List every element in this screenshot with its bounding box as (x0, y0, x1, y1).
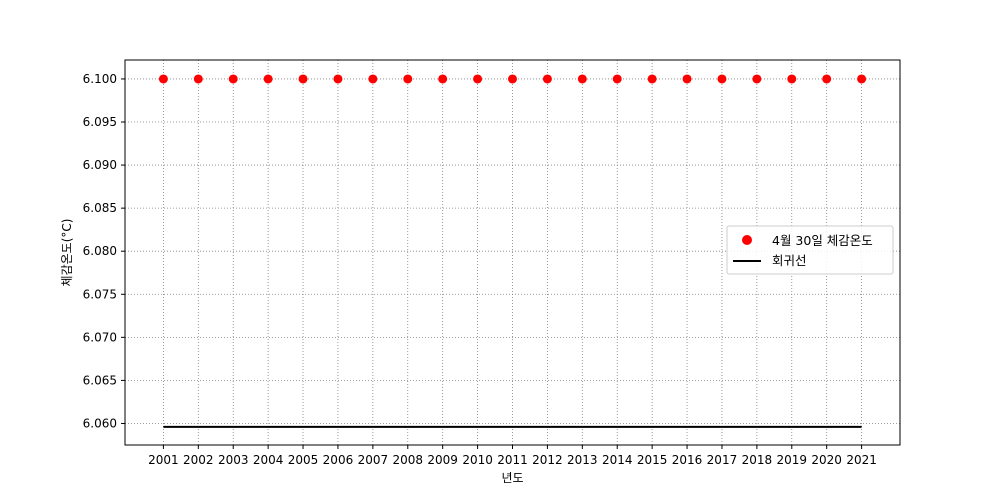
x-tick-label: 2007 (358, 453, 389, 467)
x-tick-label: 2008 (392, 453, 423, 467)
x-tick-label: 2018 (742, 453, 773, 467)
data-point (403, 74, 413, 84)
legend-marker-scatter (742, 235, 752, 245)
data-point (228, 74, 238, 84)
x-tick-label: 2009 (427, 453, 458, 467)
data-point (577, 74, 587, 84)
y-tick-label: 6.070 (83, 330, 117, 344)
data-point (822, 74, 832, 84)
x-tick-label: 2021 (846, 453, 877, 467)
y-tick-label: 6.095 (83, 115, 117, 129)
data-point (298, 74, 308, 84)
data-point (473, 74, 483, 84)
data-point (193, 74, 203, 84)
legend-box (726, 225, 894, 275)
x-tick-label: 2011 (497, 453, 528, 467)
x-tick-label: 2006 (323, 453, 354, 467)
data-point (857, 74, 867, 84)
data-point (682, 74, 692, 84)
x-tick-label: 2019 (777, 453, 808, 467)
y-tick-label: 6.065 (83, 373, 117, 387)
data-point (263, 74, 273, 84)
data-point (508, 74, 517, 84)
y-tick-label: 6.090 (83, 158, 117, 172)
x-tick-label: 2017 (707, 453, 738, 467)
y-tick-label: 6.085 (83, 201, 117, 215)
data-point (752, 74, 762, 84)
data-point (542, 74, 552, 84)
x-tick-label: 2012 (532, 453, 563, 467)
x-tick-label: 2002 (183, 453, 214, 467)
legend: 4월 30일 체감온도 회귀선 (726, 225, 894, 275)
x-tick-label: 2015 (637, 453, 668, 467)
y-tick-label: 6.060 (83, 416, 117, 430)
x-tick-label: 2013 (567, 453, 598, 467)
x-tick-label: 2005 (288, 453, 319, 467)
x-tick-label: 2016 (672, 453, 703, 467)
legend-label-scatter: 4월 30일 체감온도 (772, 233, 873, 248)
x-tick-label: 2001 (148, 453, 179, 467)
x-tick-label: 2004 (253, 453, 284, 467)
y-axis: 6.060 6.065 6.070 6.075 6.080 6.085 6.090 6.095… (83, 72, 125, 430)
x-tick-label: 2020 (811, 453, 842, 467)
data-point (368, 74, 378, 84)
x-tick-label: 2003 (218, 453, 249, 467)
x-tick-label: 2010 (462, 453, 493, 467)
data-point (787, 74, 797, 84)
y-axis-label: 체감온도(°C) (60, 219, 74, 287)
data-point (612, 74, 622, 84)
x-axis: 2001 2002 2003 2004 2005 2006 2007 2008 2009 2010… (148, 445, 877, 467)
legend-label-line: 회귀선 (772, 253, 807, 268)
y-tick-label: 6.100 (83, 72, 117, 86)
y-tick-label: 6.080 (83, 244, 117, 258)
data-point (717, 74, 727, 84)
data-point (438, 74, 448, 84)
grid (125, 60, 900, 445)
x-tick-label: 2014 (602, 453, 633, 467)
data-point (158, 74, 168, 84)
y-tick-label: 6.075 (83, 287, 117, 301)
x-axis-label: 년도 (501, 471, 523, 485)
data-point (333, 74, 343, 84)
data-point (647, 74, 657, 84)
series-layer (158, 74, 867, 428)
